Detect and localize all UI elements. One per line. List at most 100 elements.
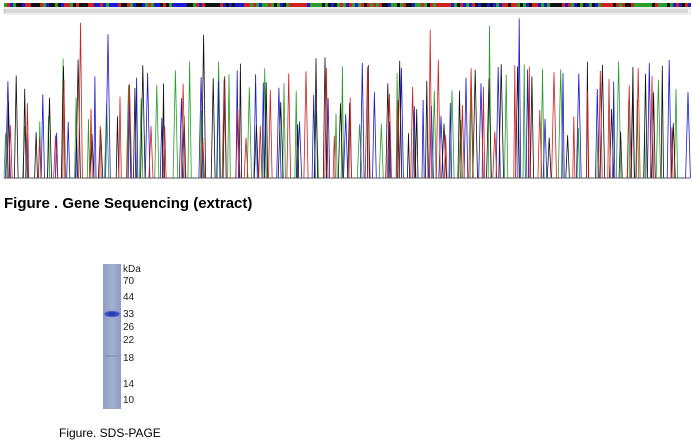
base-cell [37, 3, 40, 7]
base-cell [424, 3, 427, 7]
base-cell [331, 3, 334, 7]
base-cell [457, 3, 460, 7]
base-cell [487, 3, 490, 7]
base-cell [97, 3, 100, 7]
unit: kDa [123, 264, 141, 275]
base-cell [175, 3, 178, 7]
base-cell [178, 3, 181, 7]
base-cell [307, 3, 310, 7]
base-cell [31, 3, 34, 7]
base-cell [565, 3, 568, 7]
base-cell [265, 3, 268, 7]
base-cell [103, 3, 106, 7]
base-cell [4, 3, 7, 7]
base-cell [400, 3, 403, 7]
base-cell [469, 3, 472, 7]
base-cell [283, 3, 286, 7]
base-cell [55, 3, 58, 7]
base-cell [544, 3, 547, 7]
base-cell [109, 3, 112, 7]
gel-lane [103, 264, 121, 409]
base-cell [310, 3, 313, 7]
base-cell [523, 3, 526, 7]
base-cell [397, 3, 400, 7]
base-cell [382, 3, 385, 7]
marker-label: 22 [123, 335, 135, 346]
base-cell [349, 3, 352, 7]
lane [103, 264, 121, 409]
base-cell [688, 3, 691, 7]
base-cell [481, 3, 484, 7]
marker-label: 33 [123, 309, 135, 320]
base-cell [586, 3, 589, 7]
base-cell [466, 3, 469, 7]
base-cell [388, 3, 391, 7]
base-cell [253, 3, 256, 7]
base-cell [364, 3, 367, 7]
base-cell [637, 3, 640, 7]
base-cell [166, 3, 169, 7]
base-cell [319, 3, 322, 7]
base-cell [181, 3, 184, 7]
base-cell [280, 3, 283, 7]
base-cell [256, 3, 259, 7]
base-cell [556, 3, 559, 7]
base-cell [190, 3, 193, 7]
base-cell [250, 3, 253, 7]
base-cell [241, 3, 244, 7]
base-cell [640, 3, 643, 7]
base-cell [16, 3, 19, 7]
base-cell [94, 3, 97, 7]
base-cell [46, 3, 49, 7]
marker-label: 10 [123, 395, 135, 406]
base-cell [577, 3, 580, 7]
base-cell [268, 3, 271, 7]
base-cell [154, 3, 157, 7]
base-cell [604, 3, 607, 7]
base-cell [271, 3, 274, 7]
base-cell [643, 3, 646, 7]
base-cell [343, 3, 346, 7]
base-cell [646, 3, 649, 7]
base-cell [61, 3, 64, 7]
base-cell [67, 3, 70, 7]
base-cell [682, 3, 685, 7]
base-cell [247, 3, 250, 7]
base-cell [274, 3, 277, 7]
base-cell [259, 3, 262, 7]
base-cell [514, 3, 517, 7]
base-cell [547, 3, 550, 7]
base-cell [112, 3, 115, 7]
base-cell [517, 3, 520, 7]
base-cell [538, 3, 541, 7]
base-cell [214, 3, 217, 7]
base-cell [226, 3, 229, 7]
base-cell [118, 3, 121, 7]
base-cell [385, 3, 388, 7]
base-cell [340, 3, 343, 7]
base-cell [379, 3, 382, 7]
base-cell [127, 3, 130, 7]
base-cell [301, 3, 304, 7]
base-cell [352, 3, 355, 7]
base-cell [316, 3, 319, 7]
base-cell [403, 3, 406, 7]
base-cell [313, 3, 316, 7]
base-cell [49, 3, 52, 7]
base-cell [130, 3, 133, 7]
base-cell [406, 3, 409, 7]
base-cell [202, 3, 205, 7]
base-cell [550, 3, 553, 7]
base-cell [463, 3, 466, 7]
band [103, 310, 121, 318]
base-cell [589, 3, 592, 7]
base-cell [574, 3, 577, 7]
base-cell [355, 3, 358, 7]
base-cell [655, 3, 658, 7]
chromatogram [3, 3, 691, 179]
base-cell [619, 3, 622, 7]
base-cell [28, 3, 31, 7]
base-cell [499, 3, 502, 7]
base-cell [7, 3, 10, 7]
base-cell [184, 3, 187, 7]
